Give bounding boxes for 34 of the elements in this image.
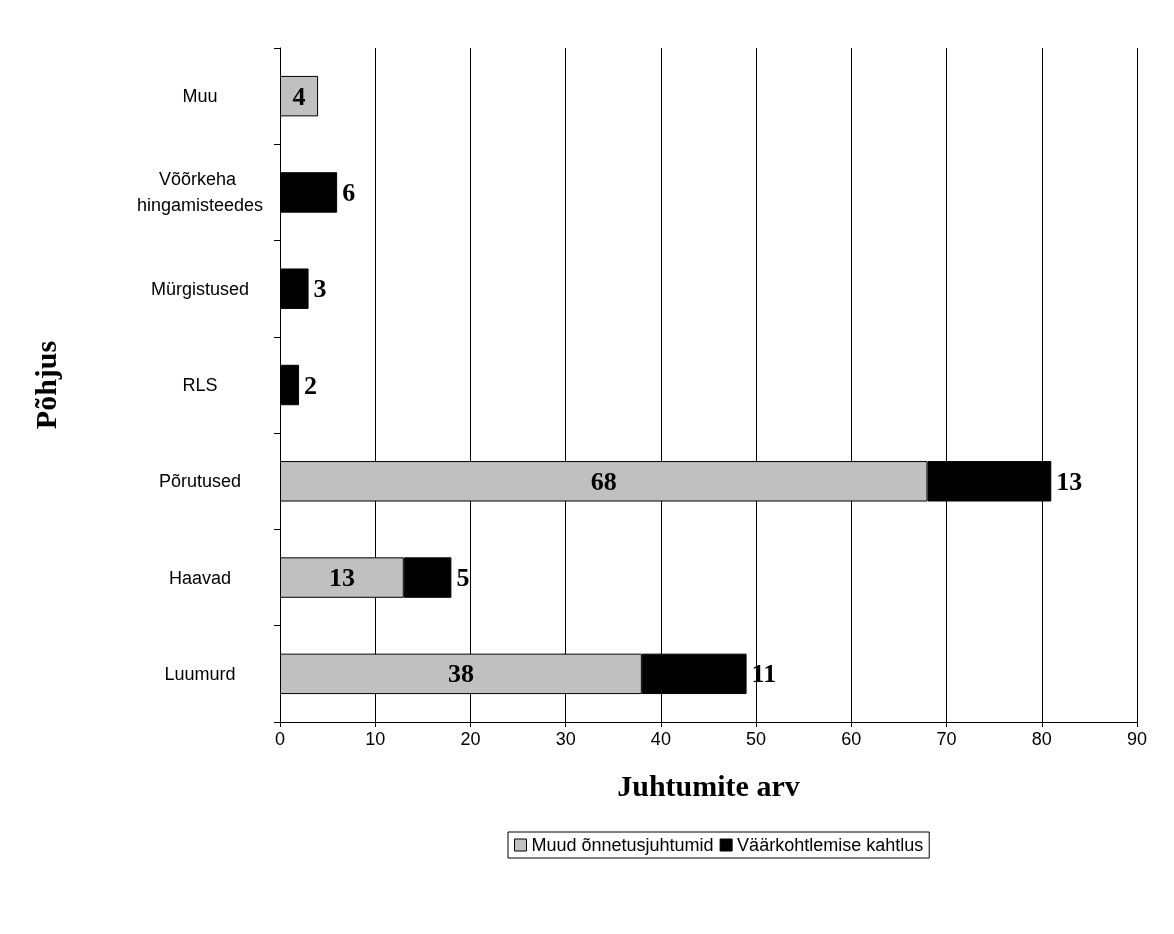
data-label: 13 (328, 563, 355, 593)
x-tick-label: 40 (650, 729, 671, 749)
legend-label: Väärkohtlemise kahtlus (737, 835, 924, 855)
data-label: 5 (456, 563, 470, 593)
x-axis-title: Juhtumite arv (617, 768, 800, 802)
bar (280, 172, 338, 213)
data-label: 6 (342, 177, 356, 207)
y-tick-label: Mürgistused (150, 278, 250, 299)
y-tick-label: RLS (182, 375, 218, 395)
y-tick-label: Võõrkeha hingamisteedes (136, 169, 264, 216)
x-tick-label: 0 (274, 729, 286, 749)
bar (280, 75, 319, 117)
data-label: 68 (590, 466, 617, 496)
data-label: 3 (313, 274, 327, 304)
y-axis-title: Põhjus (28, 340, 62, 430)
data-label: 2 (304, 370, 318, 400)
y-tick-label: Muu (182, 86, 218, 107)
y-tick-label: Põrutused (158, 471, 242, 492)
bar (280, 268, 309, 309)
y-tick-label: Haavad (168, 567, 232, 588)
data-label: 38 (447, 659, 474, 689)
y-tick-label: Luumurd (164, 663, 236, 684)
data-label: 13 (1056, 466, 1083, 496)
x-tick-label: 70 (936, 729, 957, 749)
data-label: 4 (292, 81, 306, 111)
x-tick-label: 50 (746, 729, 767, 749)
x-tick-label: 20 (460, 729, 481, 749)
x-tick-label: 10 (365, 729, 386, 749)
legend-label: Muud õnnetusjuhtumid (531, 835, 714, 855)
x-tick-label: 60 (841, 729, 862, 749)
x-tick-label: 80 (1031, 729, 1052, 749)
x-tick-label: 90 (1126, 729, 1148, 749)
x-tick-label: 30 (555, 729, 576, 749)
bar (280, 364, 300, 406)
